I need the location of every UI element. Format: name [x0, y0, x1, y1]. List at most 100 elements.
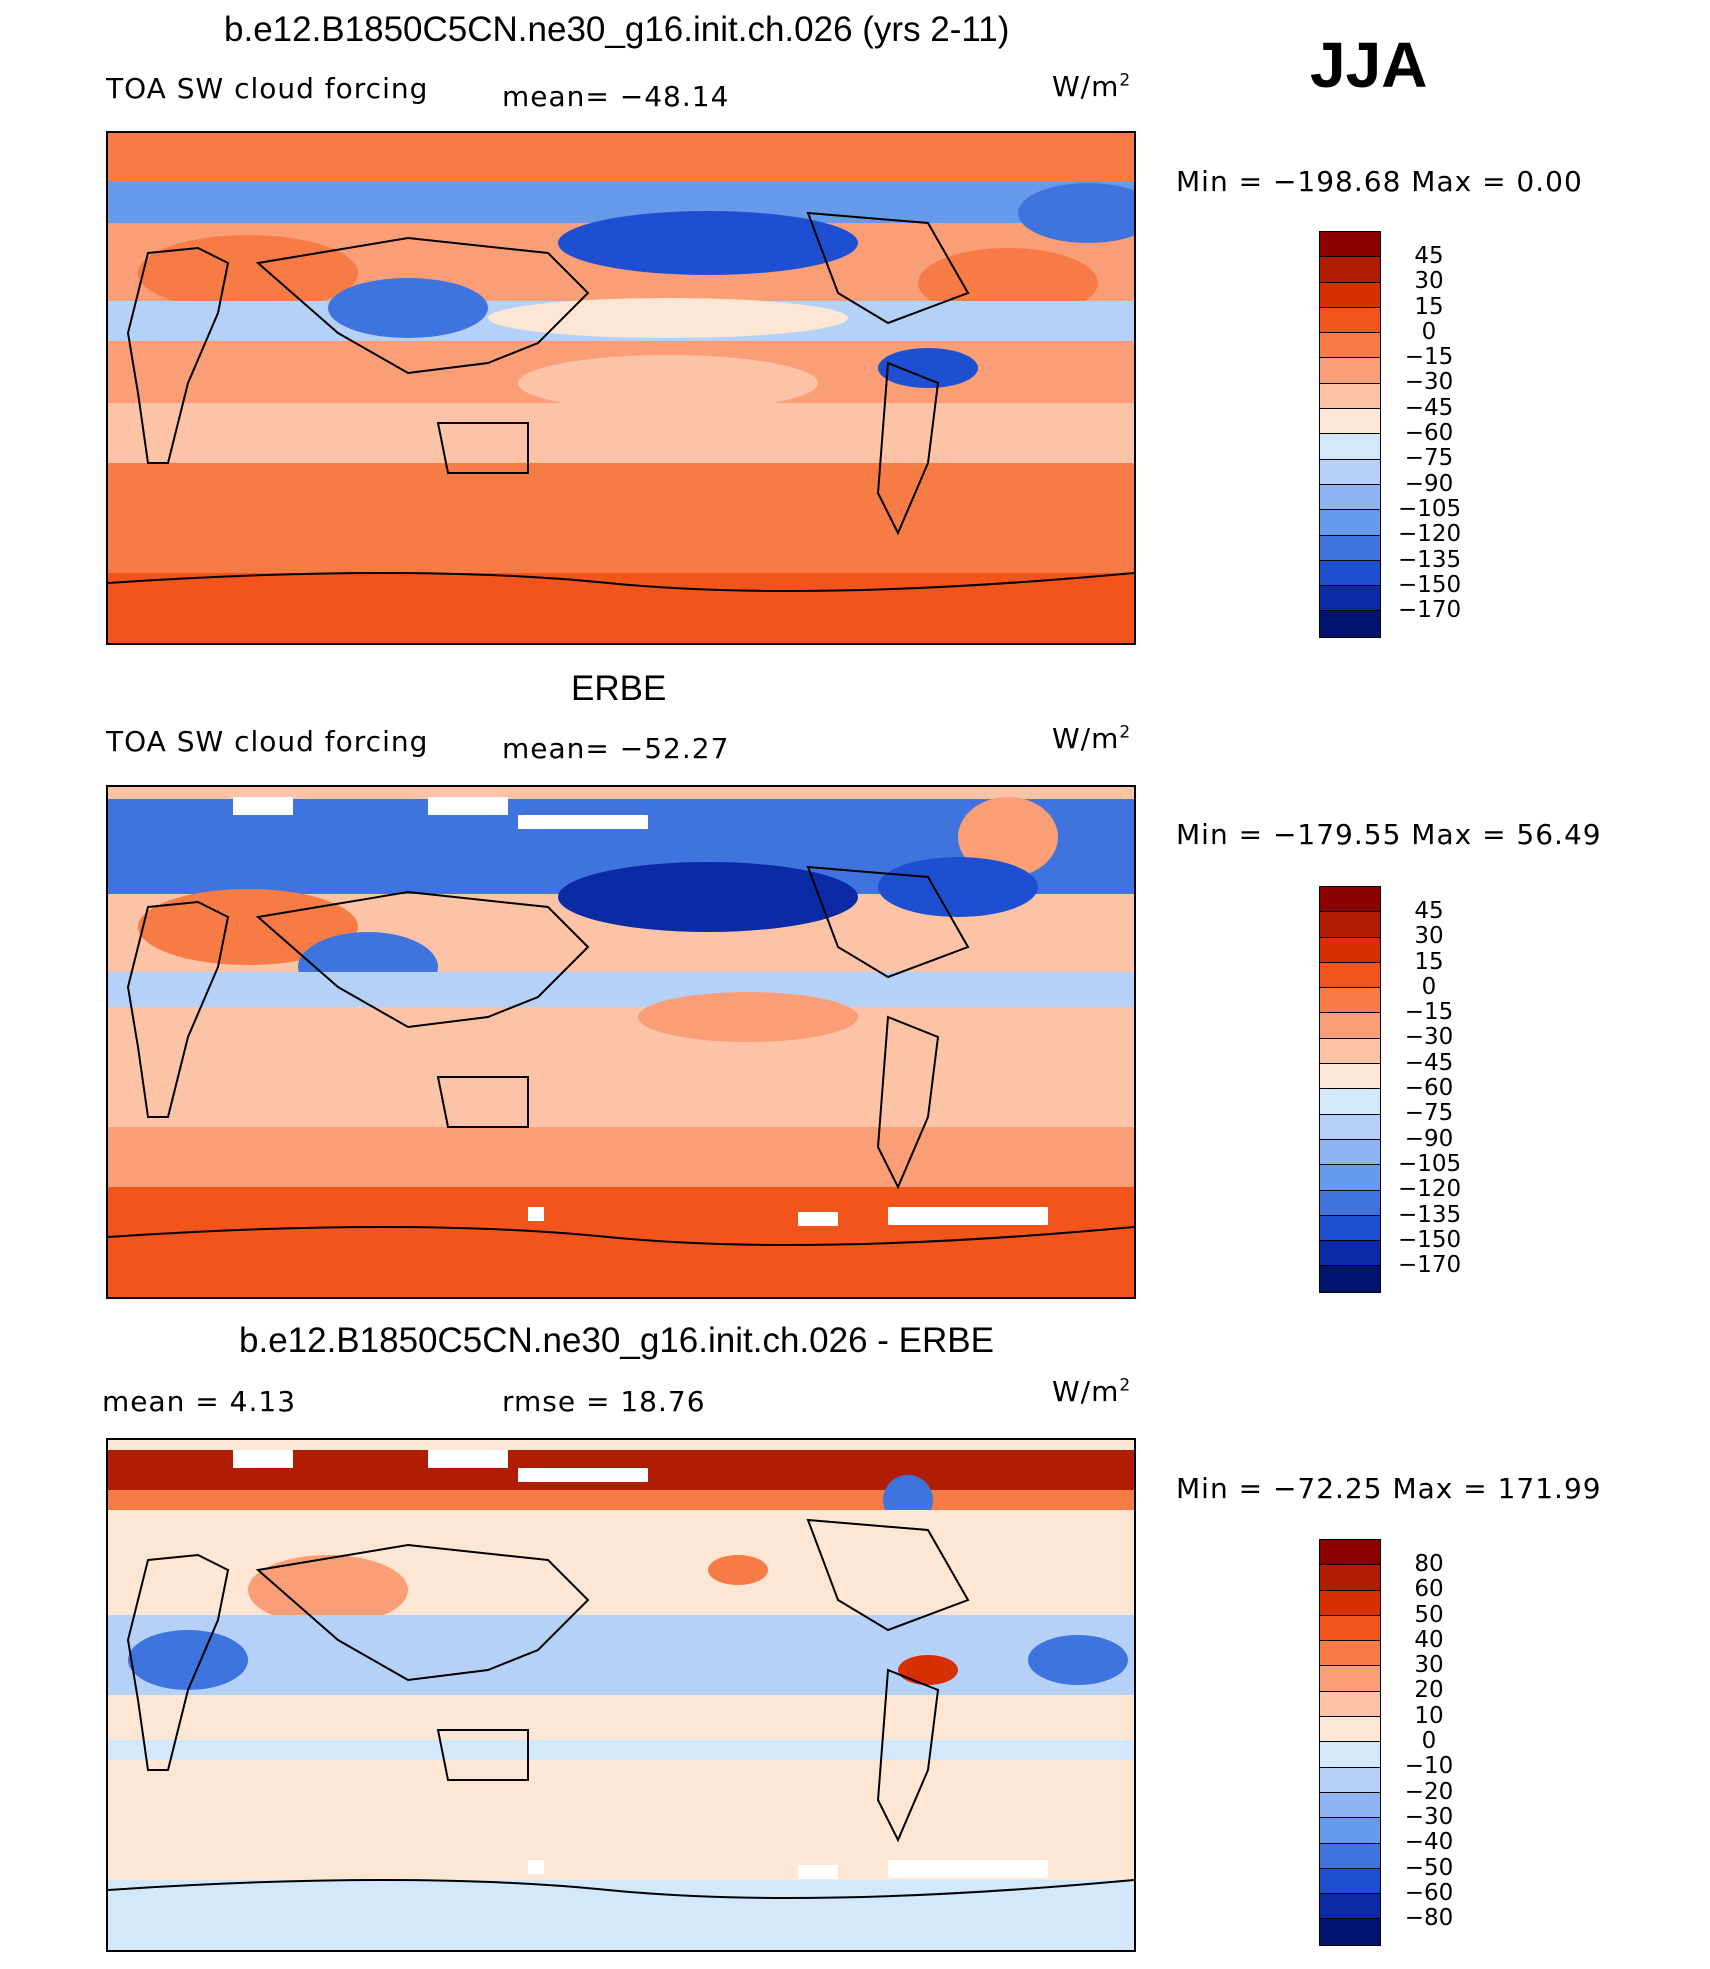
- colorbar-tick-label: 30: [1414, 268, 1444, 295]
- colorbar-swatch: [1320, 1767, 1380, 1793]
- panel-1-variable-label: TOA SW cloud forcing: [106, 72, 429, 105]
- colorbar-tick-label: −120: [1398, 521, 1462, 548]
- model-storm-track-north: [108, 181, 1134, 223]
- panel-1-mean: mean= −48.14: [502, 80, 730, 113]
- colorbar-tick-label: −105: [1398, 495, 1462, 522]
- panel-1-map: [106, 131, 1136, 645]
- colorbar-tick-label: 10: [1414, 1702, 1444, 1729]
- colorbar-tick-label: −150: [1398, 571, 1462, 598]
- colorbar-swatch: [1320, 1615, 1380, 1642]
- colorbar-tick-label: −15: [1404, 344, 1454, 371]
- colorbar-tick-label: 45: [1414, 898, 1444, 924]
- colorbar-swatch: [1320, 962, 1380, 989]
- obs-missing-data: [233, 797, 1048, 1226]
- colorbar-swatch: [1320, 1013, 1380, 1039]
- panel-3-min-max: Min = −72.25 Max = 171.99: [1176, 1472, 1602, 1505]
- panel-2-variable-label: TOA SW cloud forcing: [106, 725, 429, 758]
- colorbar-swatch: [1320, 1818, 1380, 1844]
- colorbar-tick-label: 15: [1414, 948, 1444, 975]
- colorbar-swatch: [1320, 333, 1380, 359]
- colorbar-tick-label: −30: [1404, 1803, 1454, 1830]
- colorbar-swatch: [1320, 1641, 1380, 1667]
- colorbar-swatch: [1320, 988, 1380, 1014]
- colorbar-tick-label: 45: [1414, 243, 1444, 269]
- colorbar-tick-label: −30: [1404, 369, 1454, 396]
- colorbar-swatch: [1320, 1190, 1380, 1216]
- colorbar-tick-label: 20: [1414, 1677, 1444, 1704]
- model-north-pacific-cloud: [558, 211, 858, 275]
- obs-southern-ocean-band: [108, 1187, 1134, 1297]
- colorbar-tick-label: −90: [1404, 470, 1454, 497]
- colorbar-tick-label: −120: [1398, 1176, 1462, 1203]
- colorbar-swatch: [1320, 257, 1380, 283]
- colorbar-tick-label: −75: [1404, 1100, 1454, 1127]
- colorbar-tick-label: −170: [1398, 597, 1462, 624]
- colorbar-swatch: [1320, 1919, 1380, 1945]
- colorbar-tick-label: −105: [1398, 1150, 1462, 1177]
- colorbar-tick-label: −45: [1404, 1049, 1454, 1076]
- colorbar-tick-label: −60: [1404, 420, 1454, 447]
- panel-3-colorbar: [1319, 1539, 1381, 1946]
- colorbar-tick-label: 60: [1414, 1576, 1444, 1603]
- colorbar-swatch: [1320, 307, 1380, 334]
- colorbar-swatch: [1320, 510, 1380, 536]
- diff-missing-data: [233, 1450, 1048, 1879]
- panel-2-colorbar: [1319, 886, 1381, 1293]
- colorbar-swatch: [1320, 358, 1380, 384]
- model-polar-north-band: [108, 133, 1134, 181]
- model-subtropical-south: [108, 403, 1134, 463]
- colorbar-swatch: [1320, 1038, 1380, 1065]
- colorbar-tick-label: 30: [1414, 1652, 1444, 1679]
- panel-3-units: W/m2: [1052, 1375, 1132, 1408]
- panel-1-colorbar-labels: 45 30 15 0 −15 −30 −45 −60 −75 −90 −105 −120 −135 −15…: [1398, 243, 1462, 624]
- colorbar-tick-label: 0: [1421, 973, 1437, 1000]
- colorbar-tick-label: 50: [1414, 1601, 1444, 1628]
- panel-2-title: ERBE: [571, 669, 667, 708]
- colorbar-tick-label: −30: [1404, 1024, 1454, 1051]
- colorbar-swatch: [1320, 1742, 1380, 1768]
- colorbar-tick-label: −135: [1398, 1201, 1462, 1228]
- colorbar-swatch: [1320, 1590, 1380, 1616]
- colorbar-tick-label: 30: [1414, 923, 1444, 950]
- colorbar-tick-label: −50: [1404, 1854, 1454, 1881]
- colorbar-swatch: [1320, 1843, 1380, 1869]
- colorbar-swatch: [1320, 535, 1380, 561]
- colorbar-tick-label: −170: [1398, 1252, 1462, 1279]
- colorbar-tick-label: 0: [1421, 318, 1437, 345]
- colorbar-tick-label: −40: [1404, 1829, 1454, 1856]
- colorbar-swatch: [1320, 1241, 1380, 1267]
- panel-1-colorbar: [1319, 231, 1381, 638]
- colorbar-tick-label: −60: [1404, 1879, 1454, 1906]
- colorbar-tick-label: 0: [1421, 1728, 1437, 1755]
- colorbar-swatch: [1320, 1165, 1380, 1191]
- colorbar-swatch: [1320, 611, 1380, 637]
- panel-2-mean: mean= −52.27: [502, 732, 730, 765]
- colorbar-tick-label: −75: [1404, 445, 1454, 472]
- colorbar-tick-label: −80: [1404, 1905, 1454, 1932]
- panel-2-map: [106, 785, 1136, 1299]
- colorbar-swatch: [1320, 937, 1380, 963]
- colorbar-swatch: [1320, 1666, 1380, 1692]
- colorbar-swatch: [1320, 912, 1380, 938]
- colorbar-swatch: [1320, 1792, 1380, 1819]
- colorbar-tick-label: 15: [1414, 293, 1444, 320]
- colorbar-swatch: [1320, 459, 1380, 485]
- model-southern-ocean-band: [108, 463, 1134, 573]
- colorbar-swatch: [1320, 1868, 1380, 1895]
- colorbar-swatch: [1320, 1691, 1380, 1718]
- colorbar-swatch: [1320, 1114, 1380, 1140]
- colorbar-swatch: [1320, 434, 1380, 460]
- colorbar-swatch: [1320, 1717, 1380, 1743]
- colorbar-tick-label: 80: [1414, 1551, 1444, 1577]
- panel-1-units: W/m2: [1052, 70, 1132, 103]
- colorbar-swatch: [1320, 560, 1380, 587]
- colorbar-swatch: [1320, 1215, 1380, 1242]
- colorbar-swatch: [1320, 232, 1380, 258]
- obs-north-pacific-cloud: [558, 862, 858, 932]
- panel-3-colorbar-labels: 80 60 50 40 30 20 10 0 −10 −20 −30 −40 −50 −60 −80: [1398, 1551, 1460, 1932]
- colorbar-tick-label: −150: [1398, 1226, 1462, 1253]
- obs-tropics: [108, 1067, 1134, 1127]
- colorbar-swatch: [1320, 484, 1380, 511]
- colorbar-swatch: [1320, 409, 1380, 435]
- panel-2-units: W/m2: [1052, 722, 1132, 755]
